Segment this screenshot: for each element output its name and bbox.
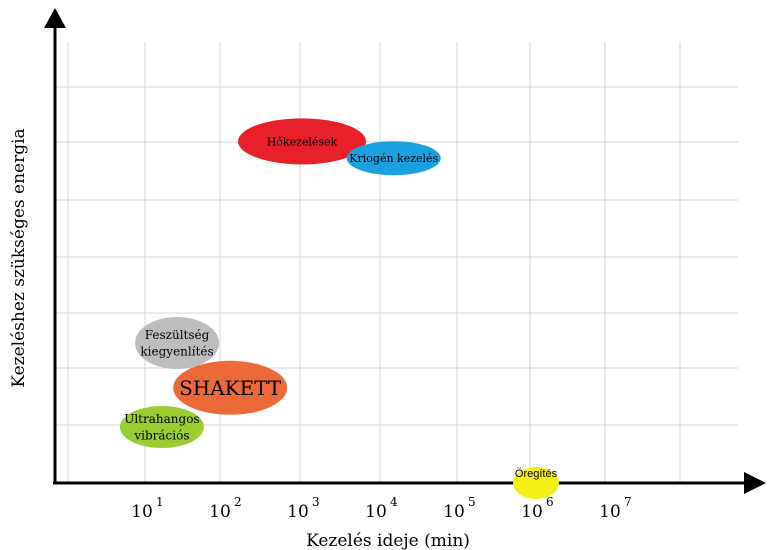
y-axis-label: Kezeléshez szükséges energia (9, 128, 29, 387)
data-point-label: vibrációs (133, 428, 189, 442)
x-tick-exponent: 7 (624, 495, 632, 509)
x-tick-label: 10 7 (599, 495, 631, 522)
x-axis-arrow (744, 472, 766, 494)
data-point-bubble (119, 406, 204, 448)
x-tick-exponent: 3 (312, 495, 320, 509)
grid (55, 42, 738, 483)
data-point-label: Hőkezelések (267, 135, 338, 148)
axes (44, 8, 766, 494)
x-tick-label: 10 6 (521, 495, 553, 522)
data-point-bubble (513, 467, 559, 499)
y-axis-arrow (44, 8, 66, 28)
x-tick-label: 10 2 (209, 495, 241, 522)
x-tick-base: 10 (365, 502, 387, 522)
x-tick-labels: 10 1 10 2 10 3 10 4 10 5 10 6 10 7 (131, 495, 631, 522)
x-axis-label: Kezelés ideje (min) (306, 531, 470, 550)
x-tick-base: 10 (287, 502, 309, 522)
x-tick-exponent: 2 (234, 495, 242, 509)
data-point-bubble (238, 118, 366, 165)
x-tick-exponent: 4 (390, 495, 398, 509)
x-tick-label: 10 3 (287, 495, 319, 522)
data-point-label: SHAKETT (179, 376, 282, 400)
x-tick-base: 10 (131, 502, 153, 522)
x-tick-base: 10 (209, 502, 231, 522)
data-point-bubble (135, 317, 220, 369)
x-tick-exponent: 6 (546, 495, 554, 509)
data-point: Ultrahangos vibrációs (119, 406, 204, 448)
data-point-label: Kriogén kezelés (349, 152, 438, 165)
data-points: Hőkezelések Kriogén kezelés Feszültség kieg… (119, 118, 559, 499)
data-point: Öregítés (513, 467, 559, 499)
data-point-label: Öregítés (515, 468, 558, 480)
data-point: SHAKETT (173, 360, 288, 415)
x-tick-base: 10 (599, 502, 621, 522)
data-point-label: kiegyenlítés (140, 344, 213, 358)
x-tick-label: 10 5 (443, 495, 475, 522)
data-point-label: Ultrahangos (124, 412, 199, 426)
x-tick-exponent: 5 (468, 495, 476, 509)
x-tick-exponent: 1 (156, 495, 164, 509)
x-tick-base: 10 (443, 502, 465, 522)
data-point: Feszültség kiegyenlítés (135, 317, 220, 369)
x-tick-base: 10 (521, 502, 543, 522)
data-point: Hőkezelések (238, 118, 366, 165)
x-tick-label: 10 4 (365, 495, 398, 522)
data-point-label: Feszültség (145, 328, 210, 342)
data-point-bubble (346, 141, 441, 176)
data-point: Kriogén kezelés (346, 141, 441, 176)
data-point-bubble (173, 360, 288, 415)
x-tick-label: 10 1 (131, 495, 163, 522)
